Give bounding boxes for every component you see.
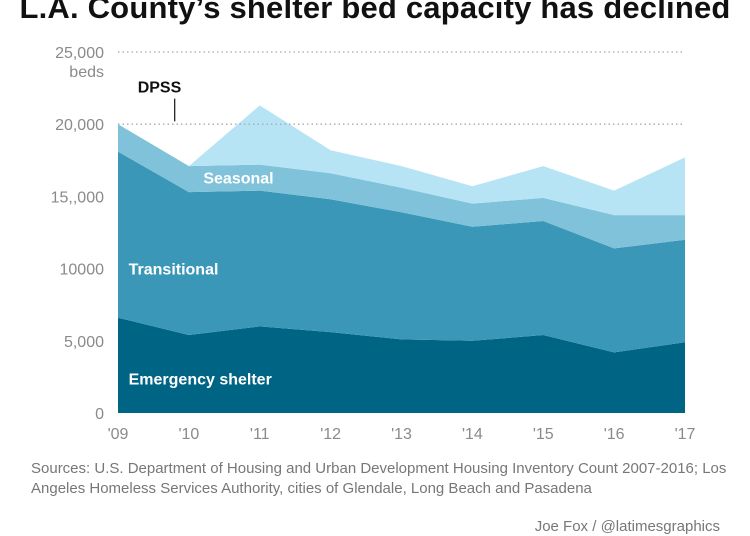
y-tick-label: 20,000 xyxy=(55,117,104,134)
area-seasonal xyxy=(118,124,685,249)
x-axis-ticks: '09 '10 '11 '12 '13 '14 '15 '16 '17 xyxy=(108,426,696,443)
y-tick-label: 0 xyxy=(95,406,104,423)
area-transitional xyxy=(118,151,685,353)
y-tick-label: 25,000 xyxy=(55,45,104,62)
x-tick-label: '11 xyxy=(250,426,270,443)
dpss-label: DPSS xyxy=(138,80,182,97)
credit-line: Joe Fox / @latimesgraphics xyxy=(534,518,720,535)
x-tick-label: '09 xyxy=(108,426,129,443)
area-emergency-shelter xyxy=(118,317,685,413)
series-label-seasonal: Seasonal xyxy=(203,171,273,188)
x-tick-label: '10 xyxy=(178,426,199,443)
series-label-emergency-shelter: Emergency shelter xyxy=(129,371,272,388)
area-dpss xyxy=(118,105,685,216)
y-axis-ticks: 0 5,000 10000 15,,000 20,000 25,000 xyxy=(51,45,104,423)
source-note: Sources: U.S. Department of Housing and … xyxy=(31,460,727,497)
dpss-annotation: DPSS xyxy=(138,80,182,122)
y-tick-label: 10000 xyxy=(60,262,105,279)
x-tick-label: '13 xyxy=(391,426,412,443)
y-tick-label: 5,000 xyxy=(64,334,104,351)
y-axis-unit-label: beds xyxy=(69,64,104,81)
y-tick-label: 15,,000 xyxy=(51,189,104,206)
series-labels: Emergency shelter Transitional Seasonal xyxy=(129,171,274,389)
x-tick-label: '17 xyxy=(675,426,696,443)
series-label-transitional: Transitional xyxy=(129,262,219,279)
x-tick-label: '12 xyxy=(320,426,341,443)
x-tick-label: '14 xyxy=(462,426,483,443)
chart-title: L.A. County’s shelter bed capacity has d… xyxy=(19,0,731,25)
x-tick-label: '16 xyxy=(604,426,625,443)
gridlines xyxy=(118,51,685,125)
x-tick-label: '15 xyxy=(533,426,554,443)
area-series-group xyxy=(118,105,685,413)
